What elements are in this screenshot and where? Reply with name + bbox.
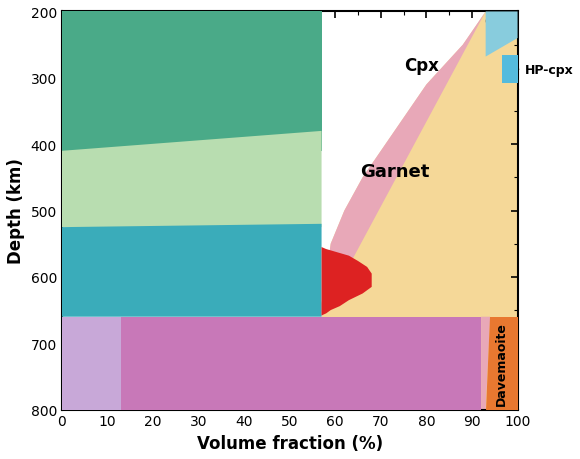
Polygon shape — [121, 317, 481, 410]
Polygon shape — [61, 132, 321, 228]
Text: Cpx: Cpx — [404, 56, 439, 74]
Text: Aki: Aki — [335, 273, 362, 288]
Text: Bridgmanite: Bridgmanite — [223, 354, 338, 372]
Text: Garnet: Garnet — [360, 162, 429, 180]
Y-axis label: Depth (km): Depth (km) — [7, 158, 25, 264]
Text: Davemaoite: Davemaoite — [495, 322, 508, 405]
Text: HP-cpx: HP-cpx — [513, 63, 573, 77]
Polygon shape — [321, 12, 485, 317]
Polygon shape — [61, 12, 321, 151]
Text: Wadsleyite: Wadsleyite — [124, 172, 227, 190]
Text: Fp: Fp — [76, 356, 97, 371]
Polygon shape — [321, 247, 372, 316]
Polygon shape — [485, 12, 517, 57]
Polygon shape — [61, 317, 121, 410]
Polygon shape — [61, 224, 321, 317]
Text: Opx: Opx — [484, 15, 514, 29]
Polygon shape — [485, 317, 517, 410]
Polygon shape — [502, 56, 517, 84]
Text: Olivine: Olivine — [143, 67, 208, 84]
Text: Ringwoodite: Ringwoodite — [103, 255, 220, 273]
Polygon shape — [481, 317, 490, 410]
Polygon shape — [321, 12, 517, 410]
X-axis label: Volume fraction (%): Volume fraction (%) — [197, 434, 383, 452]
